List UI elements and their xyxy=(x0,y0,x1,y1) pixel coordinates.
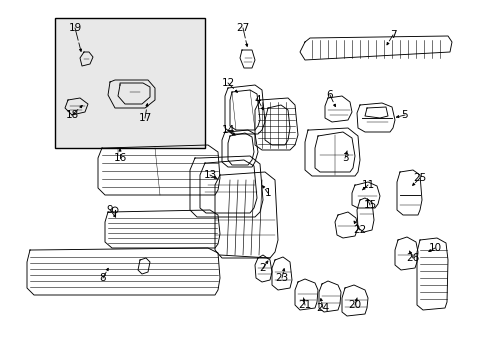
Text: 20: 20 xyxy=(348,300,361,310)
Text: 1: 1 xyxy=(264,188,271,198)
Text: 6: 6 xyxy=(326,90,333,100)
Text: 2: 2 xyxy=(259,263,266,273)
Text: 7: 7 xyxy=(389,30,395,40)
Text: 17: 17 xyxy=(138,113,151,123)
Text: 22: 22 xyxy=(353,225,366,235)
Text: 13: 13 xyxy=(203,170,216,180)
Text: 12: 12 xyxy=(221,78,234,88)
Text: 3: 3 xyxy=(341,153,347,163)
Text: 4: 4 xyxy=(254,95,261,105)
Text: 26: 26 xyxy=(406,253,419,263)
Text: 23: 23 xyxy=(275,273,288,283)
Text: 21: 21 xyxy=(298,300,311,310)
Text: 8: 8 xyxy=(100,273,106,283)
Text: 27: 27 xyxy=(236,23,249,33)
Text: 24: 24 xyxy=(316,303,329,313)
Text: 25: 25 xyxy=(412,173,426,183)
Text: 15: 15 xyxy=(363,200,376,210)
Text: 18: 18 xyxy=(65,110,79,120)
Text: 9: 9 xyxy=(106,205,113,215)
Bar xyxy=(55,18,204,148)
Text: 11: 11 xyxy=(361,180,374,190)
Text: 5: 5 xyxy=(401,110,407,120)
Text: 19: 19 xyxy=(68,23,81,33)
Text: 14: 14 xyxy=(221,125,234,135)
Text: 16: 16 xyxy=(113,153,126,163)
Text: 10: 10 xyxy=(427,243,441,253)
